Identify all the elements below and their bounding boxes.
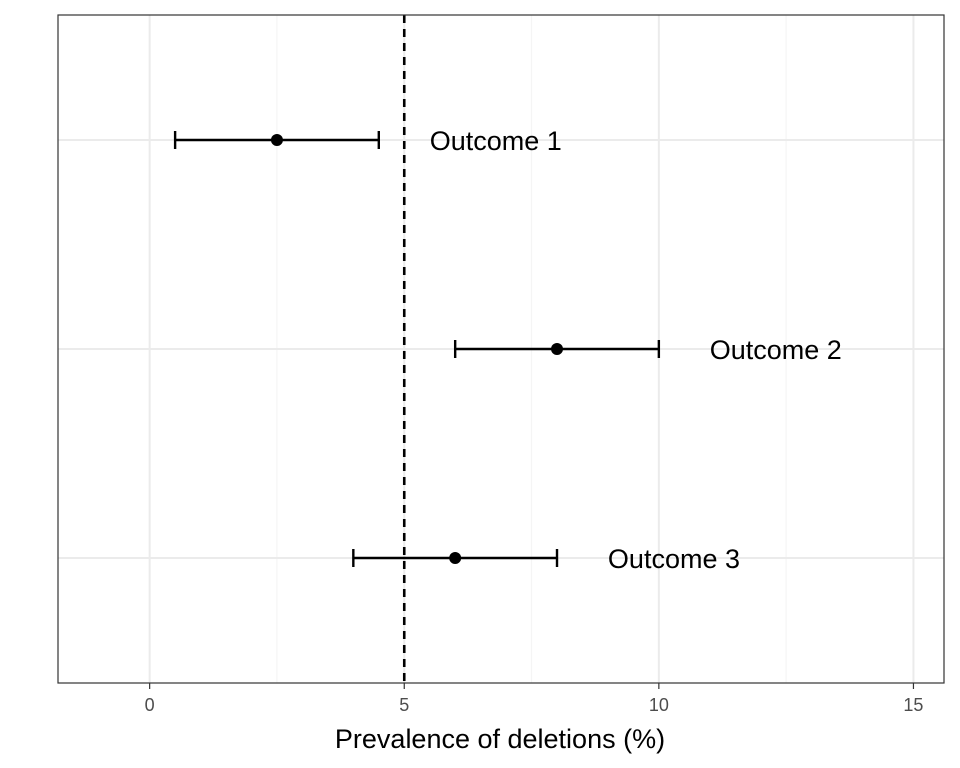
outcome-label: Outcome 3 xyxy=(608,544,740,574)
marks-layer: Outcome 1 Outcome 2 Outcome 3 xyxy=(173,126,842,574)
x-axis: 0 5 10 15 xyxy=(145,683,923,715)
outcome-row: Outcome 1 xyxy=(173,126,562,156)
x-tick-label: 15 xyxy=(903,695,923,715)
outcome-row: Outcome 2 xyxy=(453,335,842,365)
point-estimate xyxy=(449,552,462,564)
x-tick-label: 10 xyxy=(649,695,669,715)
point-estimate xyxy=(270,134,283,146)
panel-border xyxy=(57,14,945,684)
outcome-label: Outcome 1 xyxy=(430,126,562,156)
x-tick-label: 0 xyxy=(145,695,155,715)
x-tick-label: 5 xyxy=(399,695,409,715)
x-axis-title: Prevalence of deletions (%) xyxy=(335,724,665,754)
point-estimate xyxy=(551,343,564,355)
outcome-label: Outcome 2 xyxy=(710,335,842,365)
outcome-row: Outcome 3 xyxy=(352,544,740,574)
